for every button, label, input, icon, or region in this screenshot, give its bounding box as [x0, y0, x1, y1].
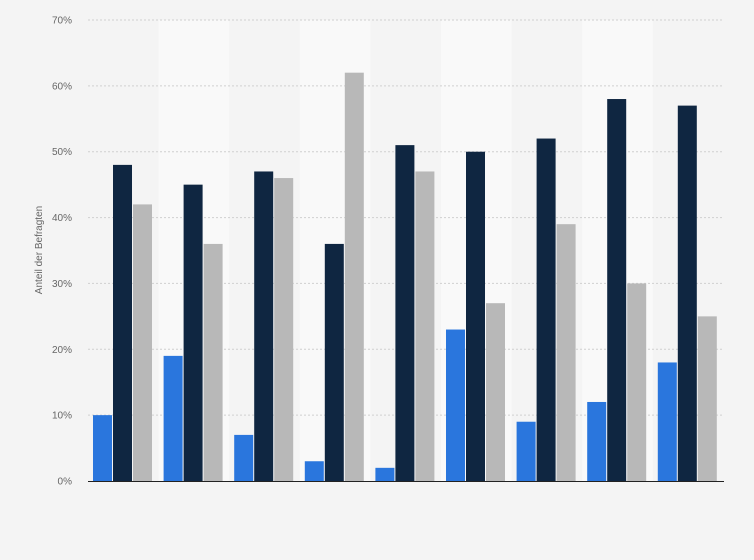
y-tick-label: 40% — [52, 213, 72, 224]
bar — [304, 461, 324, 481]
bar — [93, 415, 112, 481]
bar — [234, 434, 254, 481]
y-tick-label: 10% — [52, 411, 72, 422]
bar — [587, 401, 607, 481]
y-axis-title: Anteil der Befragten — [34, 206, 45, 294]
bar — [466, 151, 485, 481]
bars — [93, 72, 717, 482]
y-tick-label: 50% — [52, 147, 72, 158]
bar — [133, 204, 152, 481]
bar — [677, 105, 697, 481]
bar — [395, 145, 415, 481]
bar — [344, 72, 364, 481]
bar — [375, 467, 395, 481]
y-tick-label: 60% — [52, 81, 72, 92]
bar — [697, 316, 717, 481]
bar — [324, 243, 344, 481]
bar — [536, 138, 556, 482]
bar — [446, 329, 465, 481]
bar — [183, 184, 203, 481]
bar — [203, 243, 223, 481]
y-axis-tick-labels: 0% 10% 20% 30% 40% 50% 60% 70% — [52, 16, 72, 488]
bar — [113, 164, 132, 481]
bar — [415, 171, 435, 481]
bar — [607, 99, 627, 482]
bar — [274, 178, 294, 482]
bar — [254, 171, 274, 481]
bar — [627, 283, 647, 481]
bar — [516, 421, 536, 481]
y-tick-label: 0% — [58, 477, 73, 488]
y-tick-label: 30% — [52, 279, 72, 290]
bar — [556, 224, 576, 481]
bar — [486, 303, 505, 481]
bar — [163, 355, 183, 481]
y-tick-label: 20% — [52, 345, 72, 356]
bar — [657, 362, 677, 481]
y-tick-label: 70% — [52, 16, 72, 27]
